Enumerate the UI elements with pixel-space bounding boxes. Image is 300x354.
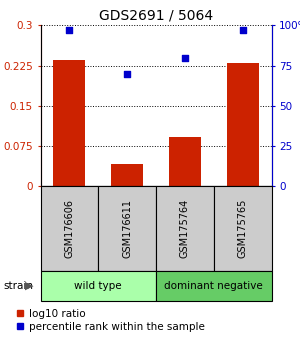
Point xyxy=(240,28,245,33)
Text: wild type: wild type xyxy=(74,281,122,291)
Bar xyxy=(156,271,272,301)
Legend: log10 ratio, percentile rank within the sample: log10 ratio, percentile rank within the … xyxy=(12,304,209,336)
Bar xyxy=(40,186,98,271)
Text: GSM175765: GSM175765 xyxy=(238,199,248,258)
Bar xyxy=(53,60,85,186)
Title: GDS2691 / 5064: GDS2691 / 5064 xyxy=(99,9,213,23)
Text: GSM175764: GSM175764 xyxy=(180,199,190,258)
Bar xyxy=(169,137,201,186)
Text: GSM176611: GSM176611 xyxy=(122,199,132,258)
Text: dominant negative: dominant negative xyxy=(164,281,263,291)
Bar xyxy=(98,186,156,271)
Bar xyxy=(40,271,156,301)
Bar xyxy=(214,186,272,271)
Point xyxy=(125,71,130,76)
Bar xyxy=(111,165,143,186)
Text: ▶: ▶ xyxy=(25,281,34,291)
Text: strain: strain xyxy=(3,281,33,291)
Text: GSM176606: GSM176606 xyxy=(64,199,74,258)
Bar xyxy=(227,63,259,186)
Point xyxy=(67,28,72,33)
Point xyxy=(182,55,187,61)
Bar xyxy=(156,186,214,271)
